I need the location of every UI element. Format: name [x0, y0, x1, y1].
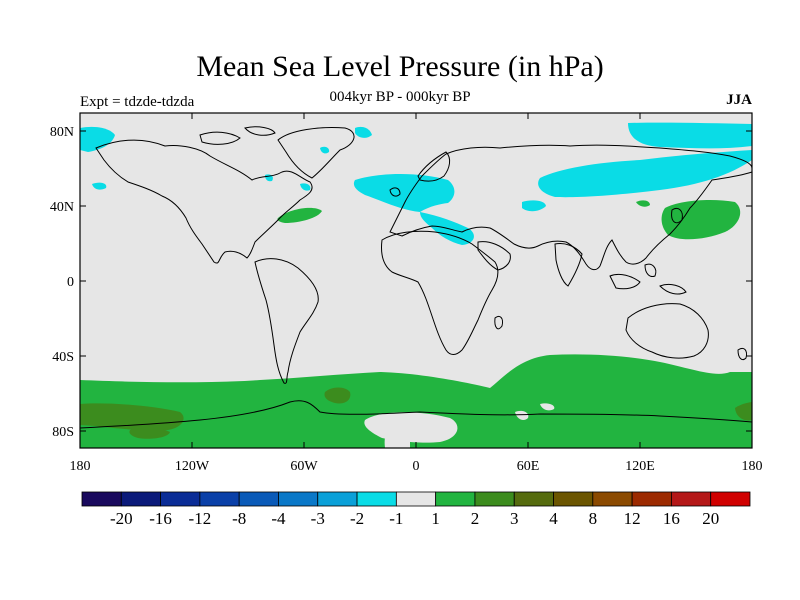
colorbar-swatch: [120, 491, 161, 507]
colorbar-label: -4: [271, 509, 286, 528]
coastlines: [79, 126, 753, 429]
colorbar-label: 3: [510, 509, 519, 528]
colorbar-swatch: [474, 491, 515, 507]
lon-label-60e: 60E: [517, 459, 540, 474]
colorbar-swatch: [278, 491, 319, 507]
colorbar-label: -1: [389, 509, 403, 528]
lon-label-180e: 180: [742, 459, 763, 474]
colorbar-swatch: [553, 491, 594, 507]
colorbar: [81, 491, 751, 507]
colorbar-swatch: [435, 491, 476, 507]
lat-label-80n: 80N: [50, 125, 74, 140]
colorbar-label: -20: [110, 509, 133, 528]
map-title: Mean Sea Level Pressure (in hPa): [196, 50, 604, 83]
lon-label-60w: 60W: [290, 459, 318, 474]
experiment-label: Expt = tdzde-tdzda: [80, 94, 195, 110]
positive-anomaly-regions: [80, 200, 752, 448]
colorbar-label: -16: [149, 509, 172, 528]
colorbar-label: -3: [311, 509, 325, 528]
colorbar-swatch: [199, 491, 240, 507]
colorbar-label: 4: [549, 509, 558, 528]
lon-label-0: 0: [413, 459, 420, 474]
colorbar-label: 2: [471, 509, 480, 528]
lat-labels: 80N 40N 0 40S 80S: [50, 125, 74, 440]
colorbar-label: -12: [189, 509, 212, 528]
map-subtitle: 004kyr BP - 000kyr BP: [329, 89, 471, 105]
colorbar-label: -2: [350, 509, 364, 528]
season-label: JJA: [726, 92, 752, 108]
lat-label-40s: 40S: [52, 350, 74, 365]
colorbar-label: 20: [702, 509, 719, 528]
colorbar-swatch: [81, 491, 122, 507]
lat-label-80s: 80S: [52, 425, 74, 440]
axis-ticks: [80, 113, 752, 448]
colorbar-swatch: [395, 491, 437, 507]
colorbar-label: -8: [232, 509, 246, 528]
colorbar-swatch: [631, 491, 672, 507]
colorbar-label: 16: [663, 509, 680, 528]
lon-label-180w: 180: [70, 459, 91, 474]
lat-label-0: 0: [67, 275, 74, 290]
colorbar-label: 12: [624, 509, 641, 528]
colorbar-swatch: [513, 491, 554, 507]
lon-labels: 180 120W 60W 0 60E 120E 180: [70, 459, 763, 474]
colorbar-swatch: [710, 491, 751, 507]
colorbar-label: 1: [431, 509, 440, 528]
colorbar-labels: -20 -16 -12 -8 -4 -3 -2 -1 1 2 3 4 8 12 16 20: [110, 509, 719, 528]
lat-label-40n: 40N: [50, 200, 74, 215]
colorbar-swatch: [160, 491, 201, 507]
lon-label-120e: 120E: [625, 459, 655, 474]
colorbar-swatch: [671, 491, 712, 507]
colorbar-swatch: [317, 491, 358, 507]
colorbar-swatch: [592, 491, 633, 507]
neutral-regions: [364, 403, 555, 448]
colorbar-label: 8: [589, 509, 598, 528]
colorbar-swatch: [356, 491, 397, 507]
lon-label-120w: 120W: [175, 459, 210, 474]
colorbar-swatch: [238, 491, 279, 507]
